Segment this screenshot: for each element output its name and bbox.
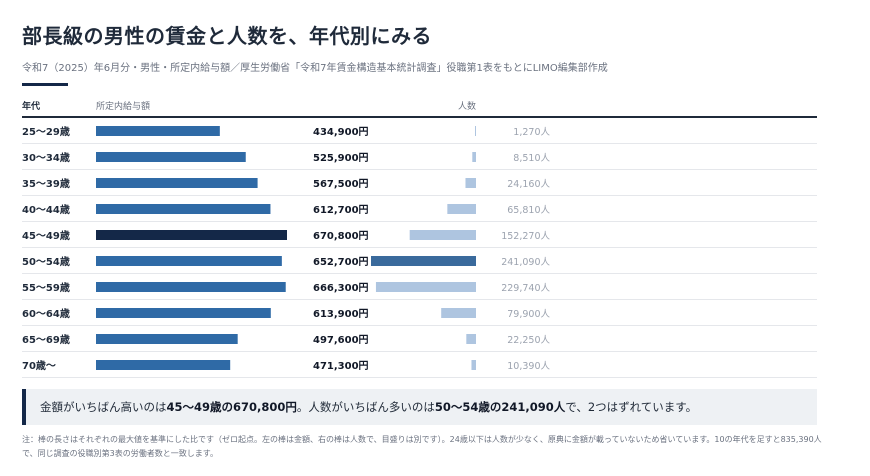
count-bar xyxy=(471,360,476,370)
age-label: 35〜39歳 xyxy=(22,177,70,190)
age-label: 40〜44歳 xyxy=(22,203,70,216)
age-label: 70歳〜 xyxy=(22,359,56,372)
salary-bar xyxy=(96,126,220,136)
age-label: 60〜64歳 xyxy=(22,307,70,320)
count-bar xyxy=(466,334,476,344)
salary-bar xyxy=(96,152,246,162)
count-value-label: 24,160人 xyxy=(507,179,550,190)
callout-text-1: 金額がいちばん高いのは xyxy=(40,400,167,414)
salary-value-label: 652,700円 xyxy=(313,256,369,268)
callout-text-3: で、2つはずれています。 xyxy=(565,400,698,414)
count-value-label: 229,740人 xyxy=(501,283,550,294)
age-label: 45〜49歳 xyxy=(22,229,70,242)
count-value-label: 22,250人 xyxy=(507,335,550,346)
page-title: 部長級の男性の賃金と人数を、年代別にみる xyxy=(22,24,432,48)
header-rule xyxy=(22,116,817,118)
salary-bar xyxy=(96,178,258,188)
salary-value-label: 567,500円 xyxy=(313,178,369,190)
salary-value-label: 497,600円 xyxy=(313,334,369,346)
salary-bar xyxy=(96,282,286,292)
salary-bar xyxy=(96,230,287,240)
age-label: 65〜69歳 xyxy=(22,333,70,346)
salary-value-label: 613,900円 xyxy=(313,308,369,320)
column-header-count: 人数 xyxy=(458,102,477,112)
salary-bar xyxy=(96,256,282,266)
column-header-age: 年代 xyxy=(22,102,41,112)
count-bar xyxy=(409,230,476,240)
count-bar xyxy=(447,204,476,214)
salary-bar xyxy=(96,308,271,318)
count-value-label: 1,270人 xyxy=(513,127,550,138)
count-bar xyxy=(465,178,476,188)
salary-bar xyxy=(96,360,231,370)
salary-value-label: 670,800円 xyxy=(313,230,369,242)
age-label: 50〜54歳 xyxy=(22,255,70,268)
age-label: 25〜29歳 xyxy=(22,125,70,138)
salary-value-label: 612,700円 xyxy=(313,204,369,216)
count-value-label: 8,510人 xyxy=(513,153,550,164)
age-label: 55〜59歳 xyxy=(22,281,70,294)
salary-count-chart: 25〜29歳 434,900円 1,270人 30〜34歳 525,900円 8,510人… xyxy=(22,125,817,378)
count-bar xyxy=(371,256,476,266)
salary-value-label: 525,900円 xyxy=(313,152,369,164)
count-value-label: 152,270人 xyxy=(501,231,550,242)
salary-value-label: 666,300円 xyxy=(313,282,369,294)
salary-value-label: 471,300円 xyxy=(313,360,369,372)
title-accent-bar xyxy=(22,83,68,86)
count-bar xyxy=(472,152,476,162)
salary-bar xyxy=(96,204,271,214)
count-value-label: 10,390人 xyxy=(507,361,550,372)
footnote: 注：棒の長さはそれぞれの最大値を基準にした比です（ゼロ起点。左の棒は金額、右の棒… xyxy=(22,435,822,458)
count-value-label: 241,090人 xyxy=(501,257,550,268)
column-header-salary: 所定内給与額 xyxy=(96,102,151,112)
callout-text-2: 。人数がいちばん多いのは xyxy=(296,400,435,414)
page-subtitle: 令和7（2025）年6月分・男性・所定内給与額／厚生労働省「令和7年賃金構造基本… xyxy=(22,63,608,74)
count-value-label: 65,810人 xyxy=(507,205,550,216)
count-bar xyxy=(441,308,476,318)
salary-value-label: 434,900円 xyxy=(313,126,369,138)
salary-bar xyxy=(96,334,238,344)
summary-callout: 金額がいちばん高いのは 45〜49歳の670,800円 。人数がいちばん多いのは 50… xyxy=(22,389,817,425)
age-label: 30〜34歳 xyxy=(22,151,70,164)
count-bar xyxy=(475,126,476,136)
count-value-label: 79,900人 xyxy=(507,309,550,320)
callout-count-highlight: 50〜54歳の241,090人 xyxy=(434,400,566,414)
callout-salary-highlight: 45〜49歳の670,800円 xyxy=(166,400,297,414)
count-bar xyxy=(375,282,476,292)
